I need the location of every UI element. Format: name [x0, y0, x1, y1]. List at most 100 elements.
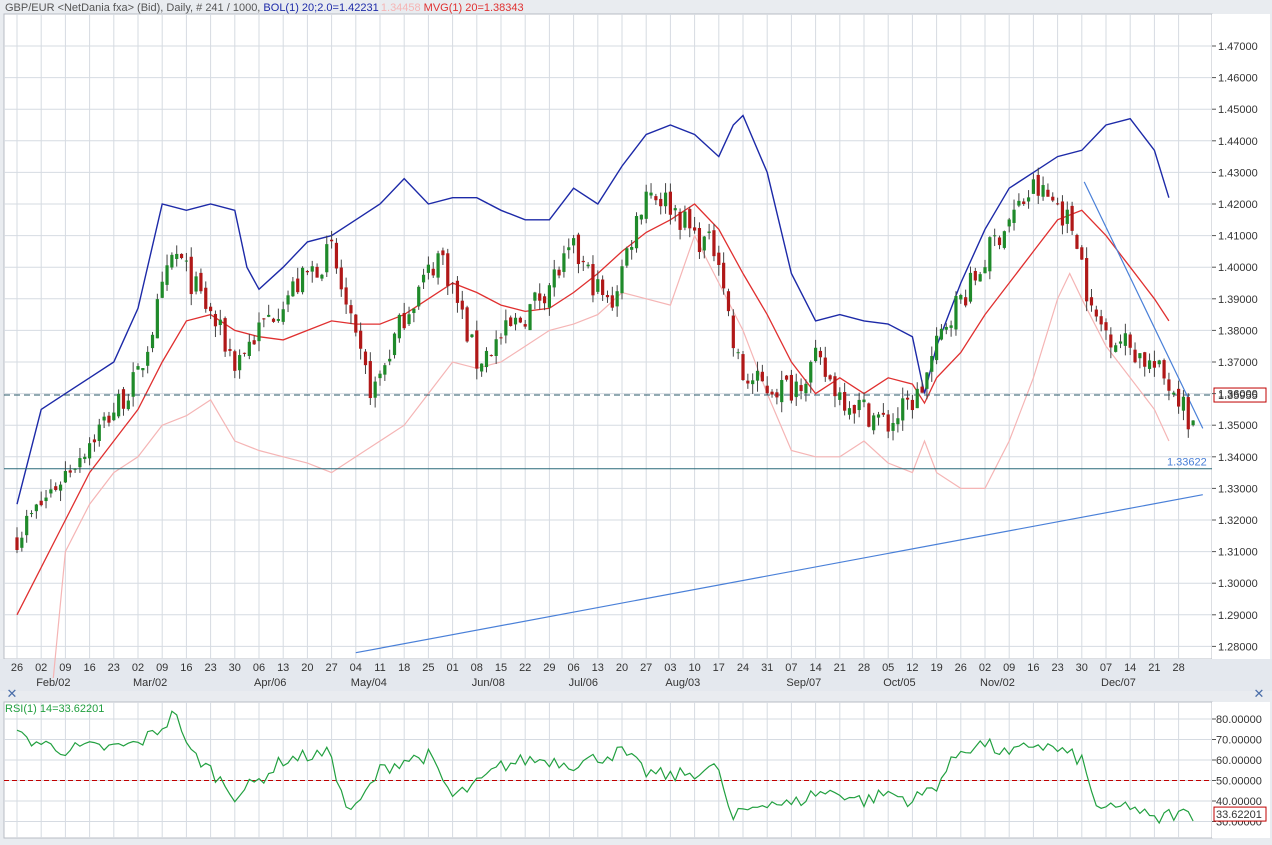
date-tick-label: 19: [930, 662, 942, 674]
candle-body: [29, 513, 34, 515]
date-tick-label: 30: [1076, 662, 1088, 674]
candle-body: [344, 287, 348, 305]
candle-body: [828, 375, 832, 380]
candle-body: [155, 299, 159, 339]
candle-body: [968, 272, 973, 302]
candle-body: [451, 283, 455, 285]
date-tick-label: 05: [882, 662, 894, 674]
price-tick-label: 1.35000: [1218, 420, 1258, 432]
candle-body: [150, 334, 155, 349]
price-axis: 1.47000 1.46000 1.45000 1.44000 1.43000 1.420…: [1212, 41, 1258, 653]
date-tick-label: 02: [132, 662, 144, 674]
candle-body: [189, 256, 193, 295]
rsi-series: 33.62201: [4, 710, 1267, 825]
price-tick-label: 1.33000: [1218, 483, 1258, 495]
date-tick-label: 16: [180, 662, 192, 674]
date-tick-label: 31: [761, 662, 773, 674]
candle-body: [407, 314, 411, 325]
current-price-box: [1213, 387, 1267, 403]
candle-body: [179, 253, 184, 259]
candle-body: [567, 247, 571, 251]
candle-body: [247, 341, 251, 356]
candle-body: [1012, 209, 1016, 223]
candle-body: [1026, 197, 1031, 202]
candle-body: [436, 253, 440, 278]
bollinger-upper-line: [16, 114, 1170, 505]
candle-body: [281, 309, 285, 322]
candle-body: [146, 351, 150, 366]
candle-body: [712, 230, 716, 257]
candle-body: [964, 297, 968, 306]
candle-body: [1046, 189, 1050, 197]
price-tick-label: 1.45000: [1218, 104, 1258, 116]
date-tick-label: 23: [1051, 662, 1063, 674]
candle-body: [1017, 200, 1021, 206]
candle-body: [252, 340, 256, 345]
candle-body: [233, 351, 237, 371]
candle-body: [528, 304, 532, 331]
price-tick-label: 1.42000: [1218, 199, 1258, 211]
price-tick-label: 1.36000: [1218, 389, 1258, 401]
candle-body: [117, 393, 121, 417]
close-main-panel-icon[interactable]: ✕: [1253, 687, 1265, 702]
candle-body: [378, 373, 382, 379]
date-axis-background: [0, 659, 1272, 691]
candle-body: [1123, 333, 1127, 346]
chart-title: GBP/EUR <NetDania fxa> (Bid), Daily, # 2…: [5, 2, 524, 14]
candle-body: [1147, 360, 1152, 369]
date-tick-label: 22: [519, 662, 531, 674]
month-label: Feb/02: [36, 677, 70, 689]
candle-body: [891, 422, 895, 431]
candle-body: [39, 500, 43, 506]
candle-body: [823, 357, 827, 377]
candle-body: [296, 278, 300, 293]
candle-body: [722, 262, 726, 289]
candle-body: [397, 314, 401, 339]
rsi-tick-label: 50.00000: [1216, 776, 1262, 788]
candle-body: [925, 372, 929, 389]
candle-body: [1041, 185, 1045, 197]
date-tick-label: 12: [906, 662, 918, 674]
candle-body: [359, 330, 363, 349]
price-tick-label: 1.32000: [1218, 515, 1258, 527]
candle-body: [1022, 201, 1026, 204]
candle-body: [267, 314, 271, 317]
date-tick-label: 30: [229, 662, 241, 674]
candle-body: [1118, 341, 1123, 344]
candle-body: [1094, 309, 1098, 317]
candle-body: [789, 374, 793, 401]
candle-body: [291, 281, 295, 297]
candle-body: [523, 324, 527, 327]
candle-body: [223, 318, 227, 352]
candle-body: [935, 335, 939, 361]
candle-body: [165, 265, 169, 285]
candle-body: [954, 295, 958, 330]
price-tick-label: 1.44000: [1218, 136, 1258, 148]
candle-body: [1181, 396, 1186, 411]
candle-body: [833, 376, 837, 397]
candle-body: [388, 358, 392, 362]
candle-body: [92, 439, 97, 443]
candle-body: [421, 274, 426, 283]
close-rsi-panel-icon[interactable]: ✕: [6, 687, 18, 702]
candle-body: [373, 381, 377, 398]
candle-body: [988, 237, 992, 272]
price-axis-background: [1212, 14, 1270, 659]
candle-body: [489, 355, 493, 357]
candle-body: [368, 361, 372, 399]
price-tick-label: 1.37000: [1218, 357, 1258, 369]
candle-body: [383, 365, 387, 375]
date-tick-label: 02: [35, 662, 47, 674]
candle-body: [310, 266, 314, 272]
rsi-label: RSI(1) 14=33.62201: [5, 703, 104, 715]
candle-body: [1109, 334, 1113, 348]
main-plot-background: [3, 13, 1213, 660]
candle-body: [262, 318, 266, 320]
price-tick-label: 1.41000: [1218, 231, 1258, 243]
candle-body: [697, 228, 702, 253]
candle-body: [775, 392, 779, 398]
candle-body: [983, 267, 987, 274]
candle-body: [175, 253, 179, 259]
date-tick-label: 16: [1027, 662, 1039, 674]
candle-body: [1099, 316, 1103, 325]
